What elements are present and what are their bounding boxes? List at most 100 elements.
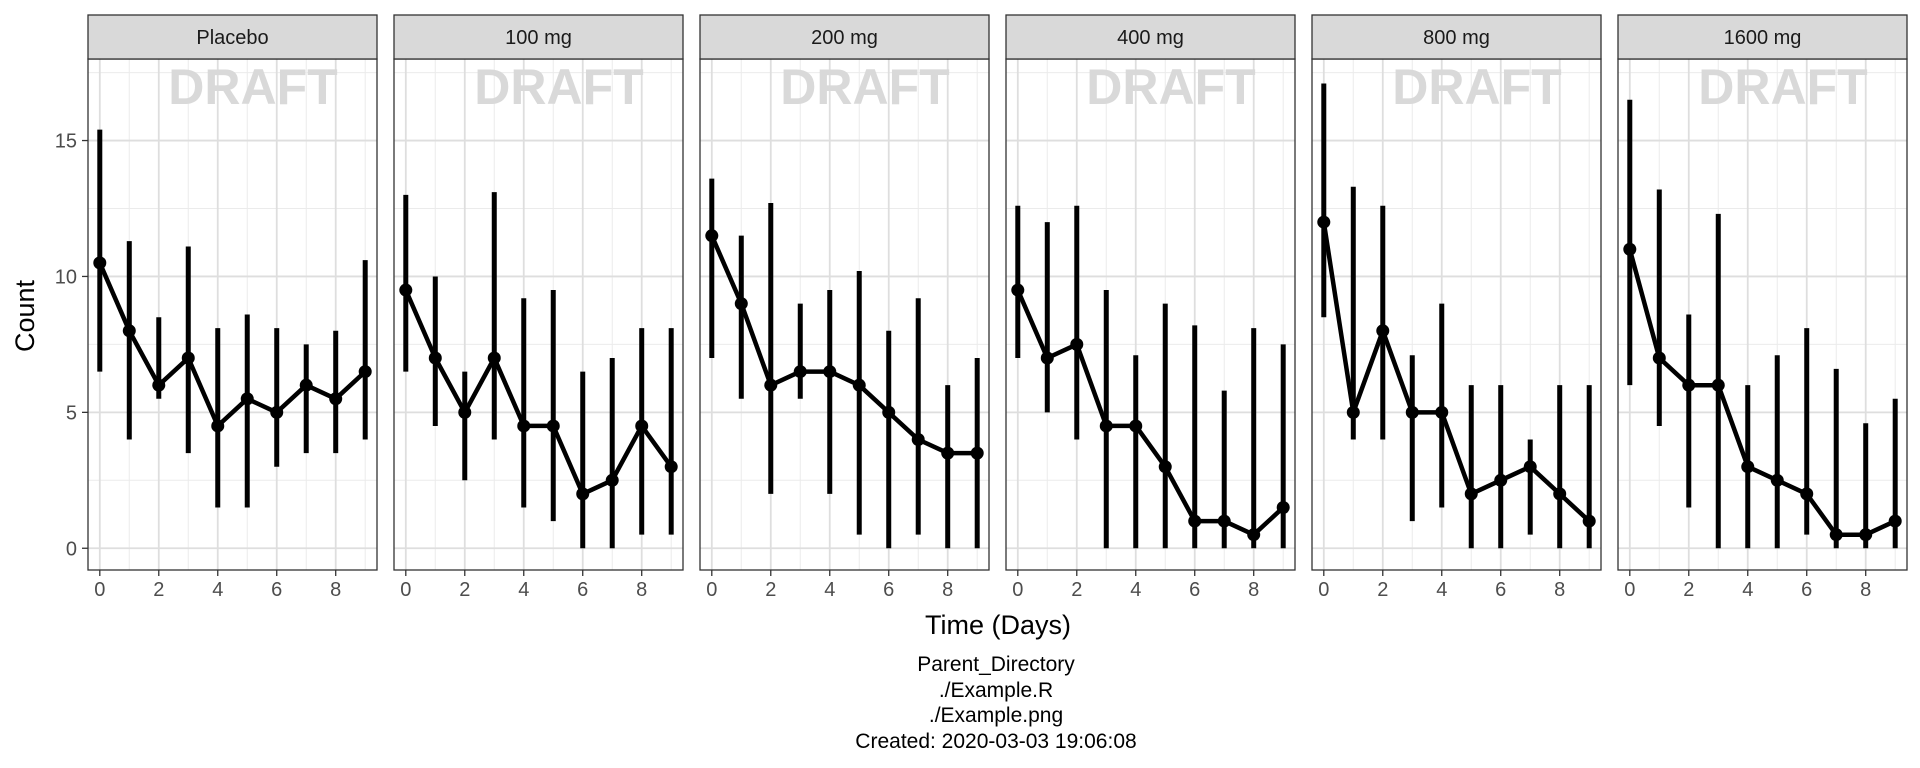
- watermark: DRAFT: [474, 59, 643, 115]
- x-tick-label: 8: [636, 579, 647, 601]
- panel-400-mg: DRAFT 400 mg 0 2 4 6 8: [1005, 14, 1296, 601]
- data-point: [1829, 528, 1843, 542]
- data-point: [1770, 473, 1784, 487]
- data-point: [458, 405, 472, 419]
- x-tick-label: 2: [1377, 579, 1388, 601]
- x-tick-label: 8: [1248, 579, 1259, 601]
- data-point: [152, 378, 166, 392]
- data-point: [1376, 324, 1390, 338]
- x-tick-label: 0: [706, 579, 717, 601]
- data-point: [605, 473, 619, 487]
- data-point: [93, 256, 107, 270]
- x-tick-label: 4: [1742, 579, 1753, 601]
- series-line: [1321, 221, 1591, 523]
- data-point: [1494, 473, 1508, 487]
- facet-strip-label: 1600 mg: [1724, 27, 1802, 49]
- data-point: [1553, 487, 1567, 501]
- facet-strip-label: Placebo: [196, 27, 268, 49]
- data-point: [764, 378, 778, 392]
- facet-strip-label: 200 mg: [811, 27, 878, 49]
- caption-line-1: Parent_Directory: [917, 653, 1075, 676]
- data-point: [734, 297, 748, 311]
- data-point: [1217, 514, 1231, 528]
- series-line: [97, 262, 367, 429]
- data-point: [664, 460, 678, 474]
- x-tick-label: 0: [1012, 579, 1023, 601]
- caption-line-3: ./Example.png: [929, 704, 1063, 727]
- y-tick-label: 15: [55, 131, 77, 153]
- x-tick-label: 0: [1624, 579, 1635, 601]
- x-tick-label: 4: [518, 579, 529, 601]
- x-tick-label: 0: [94, 579, 105, 601]
- facet-strip: [87, 14, 378, 60]
- data-point: [1317, 215, 1331, 229]
- x-tick-label: 6: [883, 579, 894, 601]
- caption-line-4: Created: 2020-03-03 19:06:08: [855, 730, 1136, 753]
- x-tick-label: 2: [153, 579, 164, 601]
- panel-800-mg: DRAFT 800 mg 0 2 4 6 8: [1311, 14, 1602, 601]
- data-point: [941, 446, 955, 460]
- data-point: [970, 446, 984, 460]
- x-tick-label: 8: [942, 579, 953, 601]
- panel-background: [700, 59, 989, 570]
- panel-placebo: DRAFT Placebo 0 2 4 6 8: [87, 14, 378, 601]
- data-point: [1523, 460, 1537, 474]
- data-point: [1711, 378, 1725, 392]
- watermark: DRAFT: [1392, 59, 1561, 115]
- data-point: [546, 419, 560, 433]
- data-point: [211, 419, 225, 433]
- data-point: [705, 229, 719, 243]
- x-tick-label: 4: [824, 579, 835, 601]
- data-point: [1464, 487, 1478, 501]
- data-point: [793, 365, 807, 379]
- x-tick-label: 8: [330, 579, 341, 601]
- facet-strip: [393, 14, 684, 60]
- data-point: [1158, 460, 1172, 474]
- x-tick-label: 4: [1130, 579, 1141, 601]
- data-point: [1405, 405, 1419, 419]
- data-point: [428, 351, 442, 365]
- data-point: [1129, 419, 1143, 433]
- panel-1600-mg: DRAFT 1600 mg 0 2 4 6 8: [1617, 14, 1908, 601]
- data-point: [1099, 419, 1113, 433]
- data-point: [358, 365, 372, 379]
- data-point: [399, 283, 413, 297]
- data-point: [823, 365, 837, 379]
- facet-strip: [1311, 14, 1602, 60]
- data-point: [1888, 514, 1902, 528]
- x-tick-label: 0: [400, 579, 411, 601]
- x-axis-title: Time (Days): [925, 610, 1071, 640]
- y-axis: 0 5 10 15: [55, 131, 88, 560]
- data-point: [1040, 351, 1054, 365]
- data-point: [1682, 378, 1696, 392]
- data-point: [122, 324, 136, 338]
- x-tick-label: 2: [459, 579, 470, 601]
- caption-line-2: ./Example.R: [939, 679, 1053, 702]
- data-point: [1652, 351, 1666, 365]
- watermark: DRAFT: [1086, 59, 1255, 115]
- facet-strip-label: 800 mg: [1423, 27, 1490, 49]
- data-point: [911, 433, 925, 447]
- x-tick-label: 2: [1683, 579, 1694, 601]
- watermark: DRAFT: [168, 59, 337, 115]
- x-tick-label: 6: [1495, 579, 1506, 601]
- panel-background: [394, 59, 683, 570]
- y-axis-title: Count: [10, 279, 40, 352]
- data-point: [635, 419, 649, 433]
- data-point: [1070, 337, 1084, 351]
- panel-background: [1618, 59, 1907, 570]
- watermark: DRAFT: [1698, 59, 1867, 115]
- facet-strip: [1617, 14, 1908, 60]
- facet-strip-label: 400 mg: [1117, 27, 1184, 49]
- data-point: [487, 351, 501, 365]
- y-tick-label: 0: [66, 538, 77, 560]
- panel-background: [1006, 59, 1295, 570]
- data-point: [1800, 487, 1814, 501]
- x-tick-label: 4: [212, 579, 223, 601]
- data-point: [1247, 528, 1261, 542]
- facet-strip: [1005, 14, 1296, 60]
- series-line: [1627, 248, 1897, 537]
- series-line: [1015, 289, 1285, 537]
- facet-strip-label: 100 mg: [505, 27, 572, 49]
